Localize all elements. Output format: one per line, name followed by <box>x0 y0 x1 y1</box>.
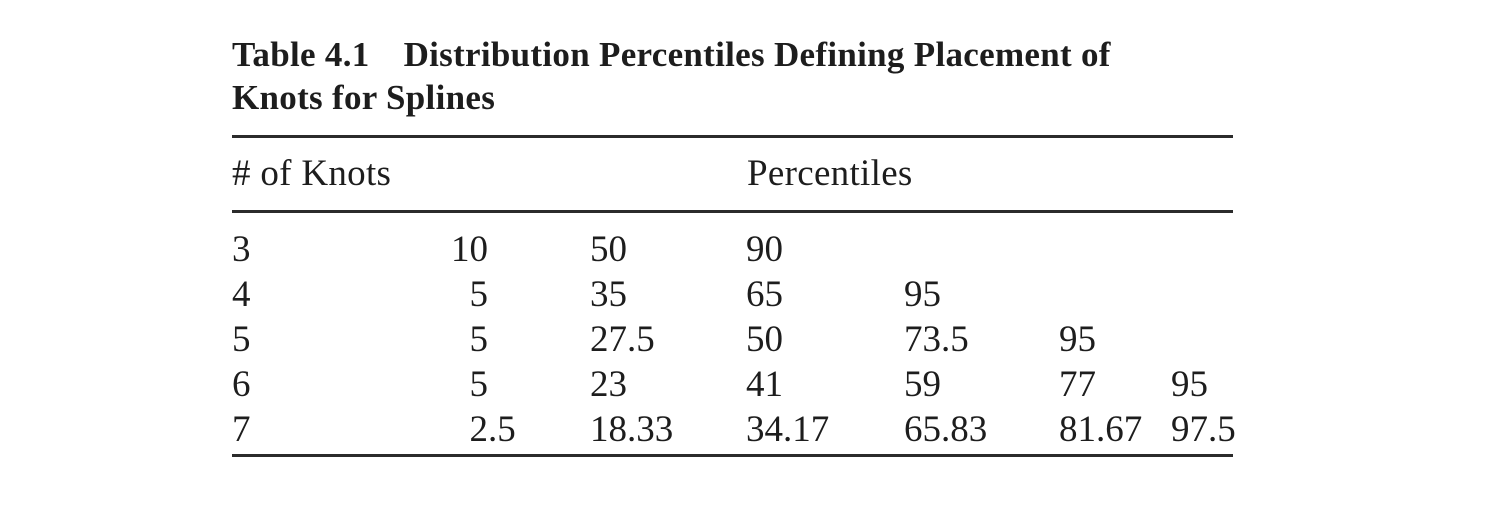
percentile-integer-part: 5 <box>469 364 489 405</box>
table-row: 4 5 35 65 95 <box>0 272 1492 317</box>
percentile-integer-part: 97 <box>1171 409 1208 450</box>
percentile-cell: 27.5 <box>547 317 655 362</box>
percentile-cell: 34.17 <box>703 407 829 452</box>
percentile-integer-part: 95 <box>904 274 941 315</box>
table-title-text: Distribution Percentiles Defining Placem… <box>403 35 1111 74</box>
percentile-cell: 90 <box>703 227 783 272</box>
percentile-integer-part: 27 <box>590 319 627 360</box>
knots-cell: 6 <box>232 364 251 405</box>
percentile-cell: 2.5 <box>408 407 516 452</box>
percentile-cell: 95 <box>861 272 941 317</box>
percentile-cell: 41 <box>703 362 783 407</box>
header-percentiles: Percentiles <box>747 153 913 194</box>
knots-cell: 4 <box>232 274 251 315</box>
percentile-fraction-part: .5 <box>1208 409 1236 450</box>
percentile-integer-part: 34 <box>746 409 783 450</box>
percentile-cell: 35 <box>547 272 627 317</box>
table-title: Table 4.1 Distribution Percentiles Defini… <box>232 33 1233 119</box>
percentile-integer-part: 18 <box>590 409 627 450</box>
percentile-cell: 95 <box>1128 362 1208 407</box>
percentile-integer-part: 73 <box>904 319 941 360</box>
percentile-cell: 59 <box>861 362 941 407</box>
percentile-cell: 81.67 <box>1016 407 1142 452</box>
percentile-cell: 65.83 <box>861 407 987 452</box>
percentile-cell: 5 <box>408 362 489 407</box>
percentile-fraction-part: .33 <box>627 409 674 450</box>
knots-cell: 5 <box>232 319 251 360</box>
percentile-fraction-part: .5 <box>941 319 969 360</box>
percentile-integer-part: 5 <box>469 319 489 360</box>
percentile-fraction-part: .83 <box>941 409 988 450</box>
percentile-integer-part: 41 <box>746 364 783 405</box>
percentile-cell: 97.5 <box>1128 407 1236 452</box>
percentile-cell: 95 <box>1016 317 1096 362</box>
table-title-line2: Knots for Splines <box>232 78 496 117</box>
table-row: 6 5 23 41 59 77 95 <box>0 362 1492 407</box>
knots-cell: 3 <box>232 229 251 270</box>
percentile-fraction-part: .17 <box>783 409 830 450</box>
knots-cell: 7 <box>232 409 251 450</box>
percentile-cell: 23 <box>547 362 627 407</box>
table-number: Table 4.1 <box>232 35 370 74</box>
percentile-fraction-part: .5 <box>488 409 516 450</box>
percentile-fraction-part: .5 <box>627 319 655 360</box>
table-rule-mid <box>232 210 1233 213</box>
table-row: 5 5 27.5 50 73.5 95 <box>0 317 1492 362</box>
percentile-integer-part: 23 <box>590 364 627 405</box>
percentile-cell: 77 <box>1016 362 1096 407</box>
percentile-fraction-part: .67 <box>1096 409 1143 450</box>
percentile-integer-part: 95 <box>1171 364 1208 405</box>
percentile-cell: 5 <box>408 317 489 362</box>
percentile-cell: 5 <box>408 272 489 317</box>
percentile-integer-part: 81 <box>1059 409 1096 450</box>
table-rule-bottom <box>232 454 1233 457</box>
percentile-integer-part: 65 <box>746 274 783 315</box>
percentile-integer-part: 5 <box>469 274 489 315</box>
percentile-integer-part: 10 <box>451 229 488 270</box>
table-title-line1: Table 4.1 Distribution Percentiles Defini… <box>232 33 1233 76</box>
table-header-row: # of Knots Percentiles <box>0 151 1492 196</box>
table-rule-top <box>232 135 1233 138</box>
percentile-cell: 65 <box>703 272 783 317</box>
header-knots: # of Knots <box>232 153 392 194</box>
percentile-integer-part: 50 <box>746 319 783 360</box>
percentile-integer-part: 2 <box>469 409 489 450</box>
percentile-cell: 73.5 <box>861 317 969 362</box>
percentile-cell: 18.33 <box>547 407 673 452</box>
percentile-cell: 10 <box>408 227 488 272</box>
percentile-cell: 50 <box>547 227 627 272</box>
percentile-integer-part: 77 <box>1059 364 1096 405</box>
percentile-integer-part: 95 <box>1059 319 1096 360</box>
percentile-cell: 50 <box>703 317 783 362</box>
percentile-integer-part: 50 <box>590 229 627 270</box>
percentile-integer-part: 35 <box>590 274 627 315</box>
percentile-integer-part: 90 <box>746 229 783 270</box>
percentile-integer-part: 59 <box>904 364 941 405</box>
table-row: 3 10 50 90 <box>0 227 1492 272</box>
table-row: 7 2.5 18.33 34.17 65.83 81.67 97.5 <box>0 407 1492 452</box>
percentile-integer-part: 65 <box>904 409 941 450</box>
